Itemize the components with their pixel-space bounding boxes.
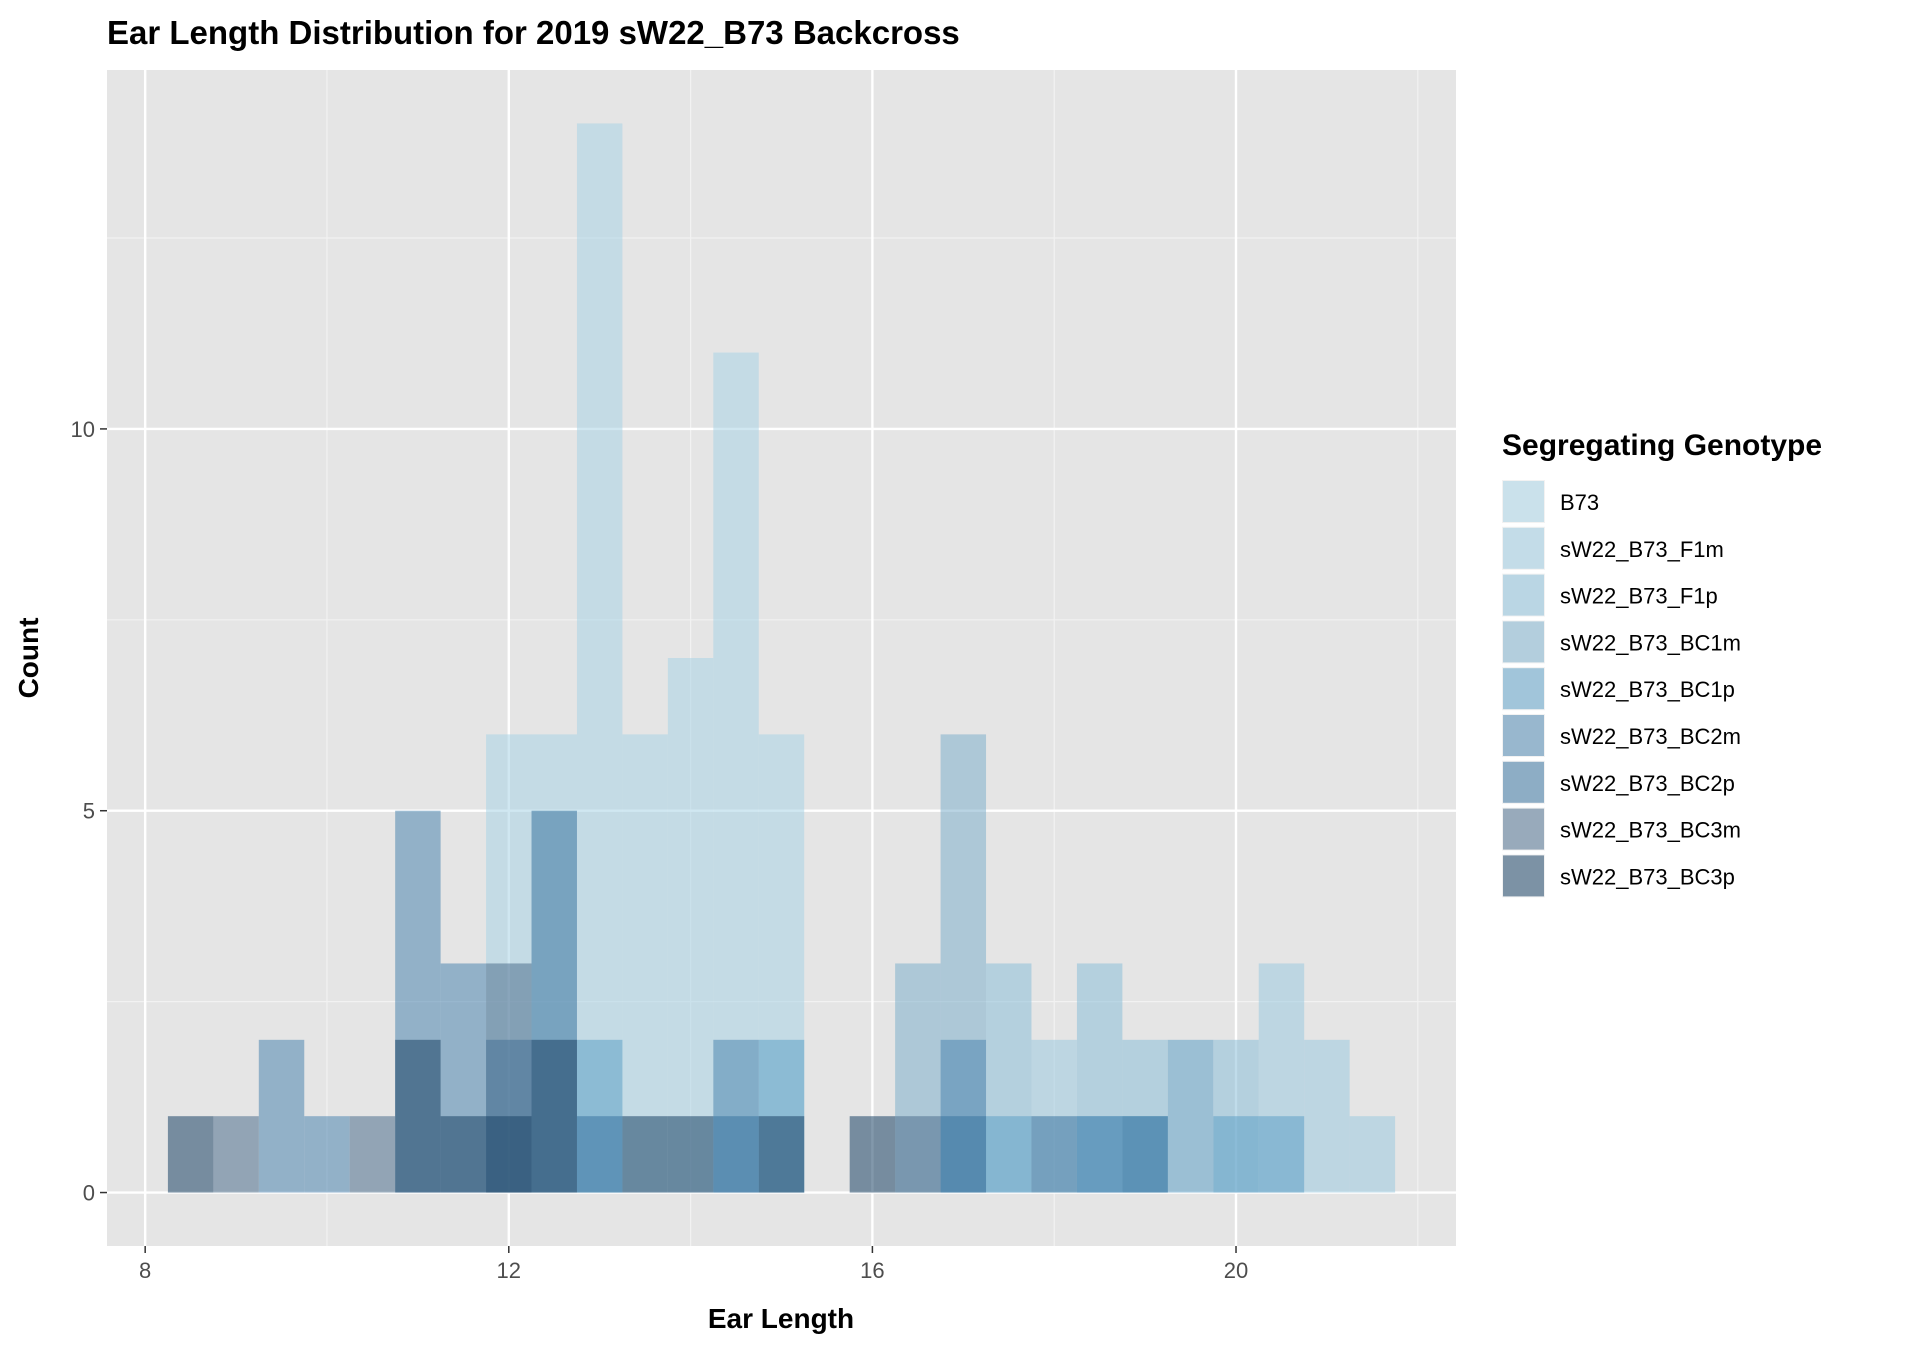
legend-title: Segregating Genotype [1502,429,1822,462]
bar-sW22_B73_F1m [1304,1039,1350,1193]
bar-sW22_B73_BC3p [486,1116,532,1193]
y-axis: 0 5 10 [71,417,107,1206]
bar-sW22_B73_BC2m [1076,1116,1123,1193]
legend-label: sW22_B73_BC2m [1560,724,1741,749]
legend-swatch [1503,574,1544,616]
bar-sW22_B73_BC3m [349,1116,396,1193]
legend-swatch [1503,761,1544,803]
bar-sW22_B73_BC3p [167,1116,214,1193]
bar-sW22_B73_BC3p [622,1116,668,1193]
legend-label: sW22_B73_BC3m [1560,818,1741,843]
bar-B73 [576,123,623,1193]
bar-sW22_B73_BC3p [440,1116,487,1193]
y-tick-label: 0 [83,1181,95,1206]
bar-sW22_B73_BC2m [304,1116,350,1193]
legend-label: sW22_B73_BC1p [1560,677,1735,702]
bar-sW22_B73_BC3p [395,1039,441,1193]
bar-sW22_B73_BC2p [713,1116,759,1193]
bars [167,123,1396,1193]
legend-swatch [1503,668,1544,710]
bar-sW22_B73_BC1p [1213,1116,1259,1193]
y-axis-label: Count [13,618,44,699]
x-tick-label: 20 [1224,1258,1248,1283]
y-tick-label: 5 [83,799,95,824]
legend-label: sW22_B73_BC3p [1560,864,1735,889]
legend-swatch [1503,808,1544,850]
legend-swatch [1503,481,1544,522]
x-axis-label: Ear Length [708,1303,854,1334]
bar-sW22_B73_BC3m [213,1116,259,1193]
x-tick-label: 16 [860,1258,884,1283]
chart-title: Ear Length Distribution for 2019 sW22_B7… [107,14,960,51]
bar-sW22_B73_BC1p [1258,1116,1305,1193]
legend-label: sW22_B73_F1p [1560,584,1718,609]
legend-swatch [1503,855,1544,897]
legend-label: sW22_B73_F1m [1560,537,1724,562]
bar-sW22_B73_BC2p [1122,1116,1168,1193]
bar-sW22_B73_BC2p [940,1116,987,1193]
bar-sW22_B73_BC3p [849,1116,896,1193]
y-tick-label: 10 [71,417,95,442]
legend-label: B73 [1560,490,1599,515]
bar-sW22_B73_BC3p [531,1039,577,1193]
bar-sW22_B73_BC3p [758,1116,805,1193]
bar-sW22_B73_BC3m [895,1116,941,1193]
bar-B73 [667,658,714,1193]
bar-sW22_B73_BC1p [1167,1039,1214,1193]
legend: Segregating Genotype B73 sW22_B73_F1m sW22… [1502,429,1822,898]
bar-sW22_B73_BC1p [986,1116,1032,1193]
x-axis: 8 12 16 20 [139,1246,1248,1283]
bar-sW22_B73_BC2m [258,1039,305,1193]
x-tick-label: 8 [139,1258,151,1283]
legend-swatch [1503,621,1544,663]
legend-label: sW22_B73_BC1m [1560,630,1741,655]
legend-label: sW22_B73_BC2p [1560,771,1735,796]
legend-swatch [1503,527,1544,569]
bar-sW22_B73_F1m [1349,1116,1396,1193]
bar-sW22_B73_BC2p [1031,1116,1077,1193]
legend-swatch [1503,715,1544,756]
bar-sW22_B73_BC3p [667,1116,714,1193]
bar-sW22_B73_BC2p [576,1116,623,1193]
x-tick-label: 12 [497,1258,521,1283]
